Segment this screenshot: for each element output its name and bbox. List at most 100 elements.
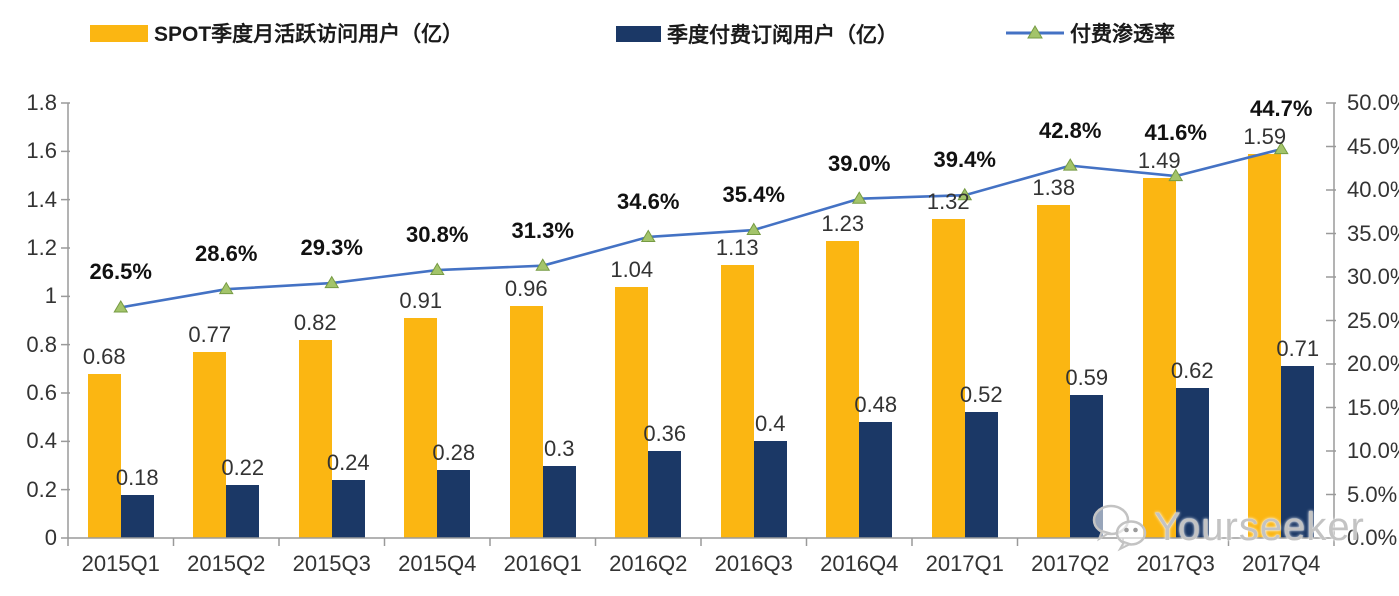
penetration-marker (1273, 141, 1289, 155)
penetration-value-label: 41.6% (1144, 119, 1207, 145)
subs-bar (226, 484, 260, 538)
x-axis-label: 2017Q1 (925, 551, 1004, 576)
subs-value-label: 0.3 (543, 435, 575, 461)
mau-bar (298, 339, 332, 538)
penetration-value-label: 39.0% (828, 150, 891, 176)
mau-value-label: 1.32 (926, 189, 970, 214)
subs-bar (120, 494, 154, 538)
subs-value-label: 0.4 (754, 411, 786, 437)
mau-bar (1248, 153, 1282, 538)
penetration-line (120, 147, 1282, 309)
subs-bar (437, 470, 471, 538)
right-axis-tick-label: 20.0% (1347, 351, 1399, 376)
penetration-value-label: 35.4% (722, 182, 785, 208)
penetration-value-label: 39.4% (933, 147, 996, 173)
subs-bar (1175, 388, 1209, 538)
mau-value-label: 1.13 (715, 234, 759, 260)
mau-legend-label: SPOT季度月活跃访问用户（亿） (154, 23, 464, 46)
subs-value-label: 0.52 (959, 382, 1003, 408)
left-axis-tick-label: 1.6 (26, 138, 57, 164)
subs-value-label: 0.22 (221, 454, 265, 480)
left-axis-tick-label: 0.6 (26, 380, 57, 405)
right-axis-tick-label: 0.0% (1347, 525, 1398, 550)
mau-value-label: 1.38 (1032, 174, 1076, 200)
penetration-legend-label: 付费渗透率 (1070, 23, 1175, 46)
right-axis-tick-label: 25.0% (1347, 307, 1399, 333)
subs-value-label: 0.71 (1276, 336, 1320, 362)
mau-bar (1037, 204, 1071, 538)
mau-legend-swatch (90, 24, 148, 42)
penetration-value-label: 31.3% (511, 217, 574, 243)
mau-value-label: 0.77 (188, 321, 232, 347)
right-axis-tick-label: 10.0% (1347, 438, 1399, 463)
right-axis-tick-label: 40.0% (1347, 177, 1399, 202)
subs-bar (964, 412, 998, 538)
subscribers-legend-label: 季度付费订阅用户（亿） (667, 24, 898, 47)
penetration-value-label: 26.5% (89, 259, 152, 285)
penetration-value-label: 30.8% (406, 222, 469, 248)
penetration-marker (1168, 168, 1184, 182)
mau-value-label: 0.82 (293, 309, 337, 335)
mau-value-label: 1.23 (821, 210, 865, 236)
subs-bar (542, 465, 576, 538)
penetration-marker (429, 262, 445, 276)
right-axis-tick-label: 15.0% (1347, 394, 1399, 420)
left-axis-tick-label: 0 (44, 525, 57, 550)
mau-bar (87, 373, 121, 538)
subs-value-label: 0.62 (1170, 358, 1214, 384)
subs-value-label: 0.48 (854, 392, 898, 417)
right-axis-tick-label: 35.0% (1347, 220, 1399, 246)
right-axis-tick-label: 5.0% (1347, 481, 1398, 507)
x-axis-label: 2016Q3 (714, 551, 793, 576)
mau-bar (615, 286, 649, 538)
mau-value-label: 1.04 (610, 256, 654, 282)
x-axis-label: 2017Q4 (1242, 551, 1321, 576)
mau-value-label: 0.91 (399, 288, 443, 314)
penetration-value-label: 34.6% (617, 188, 680, 214)
legend-item-penetration: 付费渗透率 (1006, 18, 1175, 48)
left-axis-tick-label: 1.2 (26, 235, 57, 260)
mau-bar (193, 351, 227, 538)
left-axis-tick-label: 1 (44, 283, 57, 309)
mau-bar (826, 240, 860, 538)
left-axis-tick-label: 0.2 (26, 476, 57, 502)
left-axis-tick-label: 0.8 (26, 331, 57, 357)
x-axis-label: 2015Q3 (292, 551, 371, 576)
penetration-marker (746, 222, 762, 236)
x-axis-label: 2016Q1 (503, 551, 582, 576)
right-axis-tick-label: 50.0% (1347, 90, 1399, 115)
subs-bar (648, 451, 682, 538)
subs-bar (1281, 366, 1315, 538)
mau-bar (404, 318, 438, 538)
subs-value-label: 0.18 (115, 464, 159, 490)
subs-bar (331, 480, 365, 538)
left-axis-tick-label: 0.4 (26, 428, 57, 454)
penetration-legend-marker-icon (1006, 25, 1064, 39)
penetration-value-label: 28.6% (195, 241, 258, 267)
penetration-marker (113, 299, 129, 313)
left-axis-tick-label: 1.4 (26, 186, 57, 212)
mau-bar (720, 264, 754, 538)
penetration-marker (851, 191, 867, 204)
subs-value-label: 0.59 (1065, 365, 1109, 391)
x-axis-label: 2016Q2 (609, 551, 688, 576)
right-axis-tick-label: 45.0% (1347, 133, 1399, 159)
penetration-marker (1062, 158, 1078, 171)
mau-value-label: 0.68 (82, 343, 126, 369)
x-axis-label: 2015Q2 (187, 551, 266, 576)
subs-bar (859, 422, 893, 538)
subscribers-legend-swatch (616, 26, 661, 42)
subs-value-label: 0.28 (432, 440, 476, 466)
x-axis-label: 2016Q4 (820, 551, 899, 576)
mau-value-label: 1.49 (1137, 147, 1181, 173)
penetration-marker (957, 187, 973, 201)
axis-frame (61, 102, 1336, 546)
x-axis-label: 2017Q2 (1031, 551, 1110, 576)
penetration-value-label: 42.8% (1039, 117, 1102, 143)
x-axis-label: 2015Q4 (398, 551, 477, 576)
mau-bar (931, 219, 965, 538)
mau-value-label: 1.59 (1243, 123, 1287, 149)
